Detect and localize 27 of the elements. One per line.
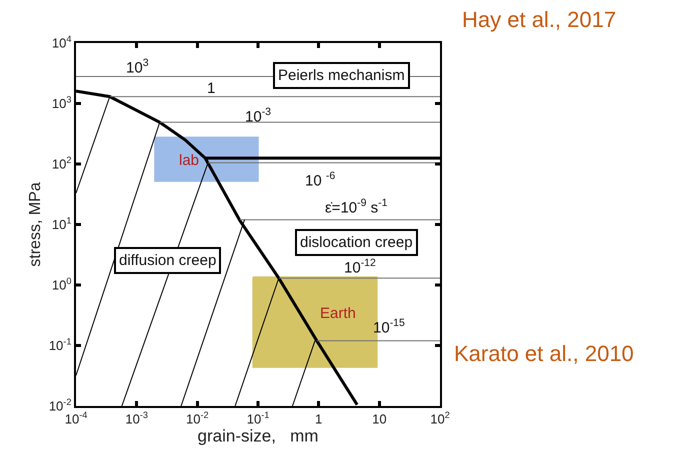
x-axis-title: grain-size, mm	[198, 426, 318, 446]
x-tick-label: 10$^{-1}$	[246, 410, 270, 427]
annotation: 1	[207, 80, 216, 97]
y-tick-label: 10$^{3}$	[52, 94, 72, 112]
y-tick-label: 10$^{1}$	[52, 216, 72, 232]
y-tick-label: 10$^{2}$	[52, 155, 72, 172]
annotation: dislocation creep	[300, 234, 413, 251]
annotation: Earth	[320, 305, 356, 322]
annotation: 10$^{-3}$	[245, 106, 272, 126]
x-tick-label: 10$^{-3}$	[125, 410, 148, 427]
annotation: 10$^{3}$	[126, 57, 149, 76]
x-tick-label: 10$^{2}$	[430, 410, 450, 427]
x-tick-label: 10	[372, 412, 387, 427]
text: Karato et al., 2010	[454, 341, 634, 366]
x-tick-label: 1	[315, 412, 322, 427]
annotation: Peierls mechanism	[278, 67, 405, 84]
x-tick-label: 10$^{-2}$	[186, 410, 209, 427]
annotation: diffusion creep	[119, 252, 216, 269]
annotation: lab	[179, 152, 200, 169]
annotation: ε̇=10$^{-9}$ s$^{-1}$	[325, 197, 388, 216]
text: Hay et al., 2017	[462, 7, 616, 32]
y-tick-label: 10$^{-1}$	[48, 336, 72, 354]
annotation: 10$^{-12}$	[344, 257, 376, 276]
y-tick-label: 10$^{4}$	[52, 34, 72, 51]
annotation: 10 $^{-6}$	[305, 170, 336, 190]
y-axis-title: stress, MPa	[27, 182, 44, 267]
y-tick-label: 10$^{0}$	[52, 276, 72, 293]
